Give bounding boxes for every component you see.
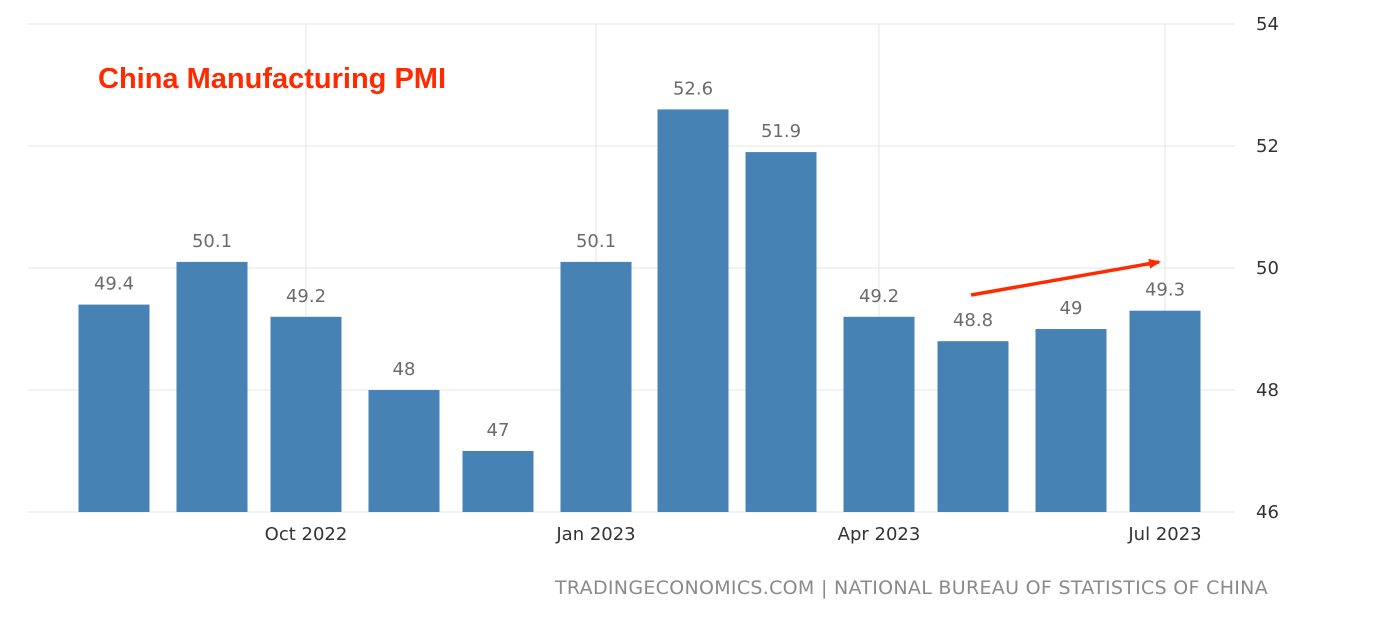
bar [745,152,817,512]
bar [176,261,248,512]
data-label: 49.2 [859,286,899,307]
data-label: 52.6 [673,78,713,99]
y-tick-label: 50 [1256,258,1279,279]
x-tick-label: Apr 2023 [838,524,921,545]
bar [78,304,150,512]
data-label: 49 [1060,298,1083,319]
data-label: 49.4 [94,274,134,295]
data-label: 49.2 [286,286,326,307]
data-label: 48.8 [953,310,993,331]
x-tick-label: Oct 2022 [265,524,348,545]
data-label: 47 [487,420,510,441]
x-tick-label: Jul 2023 [1127,524,1201,545]
y-tick-label: 46 [1256,502,1279,523]
bar [1129,310,1201,512]
bars [78,109,1201,513]
bar [843,316,915,512]
bar [270,316,342,512]
chart-title: China Manufacturing PMI [98,63,446,95]
bar [560,261,632,512]
bar [462,451,534,512]
data-label: 50.1 [192,231,232,252]
data-label: 48 [393,359,416,380]
y-tick-label: 48 [1256,380,1279,401]
trend-arrow [970,258,1161,297]
bar [1035,329,1107,512]
data-labels: 49.4 50.1 49.2 48 47 50.1 52.6 51.9 49.2 48.8 49 49… [94,78,1185,441]
y-axis-ticks: 46 48 50 52 54 [1256,14,1279,523]
bar [937,341,1009,512]
y-tick-label: 52 [1256,136,1279,157]
data-label: 51.9 [761,121,801,142]
x-tick-label: Jan 2023 [555,524,635,545]
data-label: 49.3 [1145,280,1185,301]
x-axis-ticks: Oct 2022 Jan 2023 Apr 2023 Jul 2023 [265,524,1202,545]
y-tick-label: 54 [1256,14,1279,35]
bar [657,109,729,513]
bar [368,390,440,512]
source-credit: TRADINGECONOMICS.COM | NATIONAL BUREAU O… [555,577,1268,599]
data-label: 50.1 [576,231,616,252]
